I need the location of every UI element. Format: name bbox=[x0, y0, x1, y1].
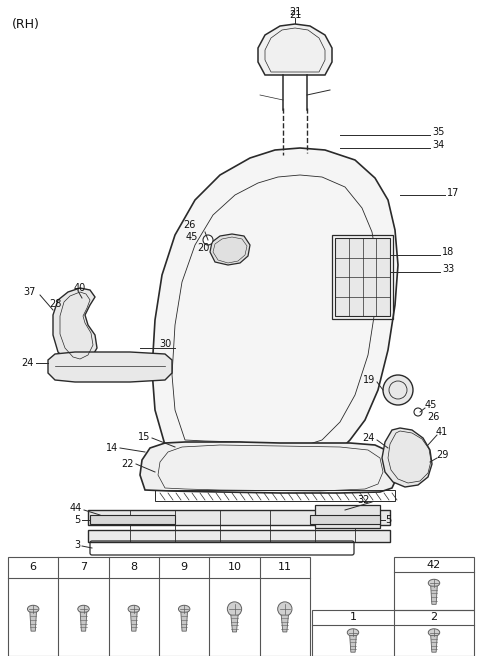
Text: 30: 30 bbox=[160, 339, 172, 349]
Text: 24: 24 bbox=[22, 358, 34, 368]
Circle shape bbox=[414, 408, 422, 416]
Text: 35: 35 bbox=[432, 127, 444, 137]
Circle shape bbox=[228, 602, 241, 616]
Polygon shape bbox=[310, 515, 380, 524]
Polygon shape bbox=[90, 515, 175, 524]
Polygon shape bbox=[152, 148, 398, 457]
Polygon shape bbox=[210, 234, 250, 265]
Text: 2: 2 bbox=[431, 613, 438, 623]
Text: 19: 19 bbox=[363, 375, 375, 385]
Polygon shape bbox=[80, 612, 87, 631]
Text: 42: 42 bbox=[427, 560, 441, 569]
Text: 45: 45 bbox=[425, 400, 437, 410]
Text: 6: 6 bbox=[30, 562, 36, 573]
Polygon shape bbox=[231, 615, 238, 632]
Text: 21: 21 bbox=[289, 10, 301, 20]
Text: 14: 14 bbox=[106, 443, 118, 453]
Polygon shape bbox=[258, 24, 332, 75]
Circle shape bbox=[278, 602, 292, 616]
Text: 26: 26 bbox=[427, 412, 439, 422]
Text: 21: 21 bbox=[289, 7, 301, 17]
Text: 17: 17 bbox=[447, 188, 459, 198]
Text: 15: 15 bbox=[138, 432, 150, 442]
Ellipse shape bbox=[128, 605, 140, 613]
Text: 5: 5 bbox=[74, 515, 80, 525]
Polygon shape bbox=[131, 612, 137, 631]
Polygon shape bbox=[281, 615, 288, 632]
Ellipse shape bbox=[179, 605, 190, 613]
Ellipse shape bbox=[428, 579, 440, 586]
Circle shape bbox=[383, 375, 413, 405]
Polygon shape bbox=[181, 612, 188, 631]
Text: 34: 34 bbox=[432, 140, 444, 150]
Text: 44: 44 bbox=[70, 503, 82, 513]
Ellipse shape bbox=[27, 605, 39, 613]
Ellipse shape bbox=[428, 629, 440, 636]
Text: 10: 10 bbox=[228, 562, 241, 573]
Text: 3: 3 bbox=[74, 540, 80, 550]
Text: 7: 7 bbox=[80, 562, 87, 573]
Ellipse shape bbox=[78, 605, 89, 613]
Polygon shape bbox=[350, 636, 356, 652]
Polygon shape bbox=[48, 352, 172, 382]
Text: 11: 11 bbox=[278, 562, 292, 573]
Text: 24: 24 bbox=[362, 433, 375, 443]
Polygon shape bbox=[88, 530, 390, 542]
Text: 40: 40 bbox=[74, 283, 86, 293]
Text: 18: 18 bbox=[442, 247, 454, 257]
Polygon shape bbox=[30, 612, 36, 631]
Text: 28: 28 bbox=[49, 299, 62, 309]
Text: 1: 1 bbox=[349, 613, 357, 623]
Polygon shape bbox=[382, 428, 432, 487]
Text: 32: 32 bbox=[358, 495, 370, 505]
Text: 45: 45 bbox=[186, 232, 198, 242]
Text: 41: 41 bbox=[436, 427, 448, 437]
Text: 29: 29 bbox=[436, 450, 448, 460]
Ellipse shape bbox=[347, 629, 359, 636]
Text: 26: 26 bbox=[184, 220, 196, 230]
Text: (RH): (RH) bbox=[12, 18, 40, 31]
Text: 20: 20 bbox=[198, 243, 210, 253]
Polygon shape bbox=[88, 510, 390, 525]
Text: 8: 8 bbox=[130, 562, 137, 573]
Circle shape bbox=[203, 235, 213, 245]
Polygon shape bbox=[335, 238, 390, 316]
Text: 9: 9 bbox=[180, 562, 188, 573]
Text: 5: 5 bbox=[385, 515, 391, 525]
Polygon shape bbox=[53, 288, 97, 364]
Text: 22: 22 bbox=[121, 459, 134, 469]
Text: 37: 37 bbox=[24, 287, 36, 297]
Polygon shape bbox=[140, 442, 398, 493]
Bar bbox=[155, 490, 395, 501]
Polygon shape bbox=[315, 505, 380, 528]
Text: 33: 33 bbox=[442, 264, 454, 274]
Polygon shape bbox=[431, 636, 437, 652]
Polygon shape bbox=[431, 586, 437, 604]
